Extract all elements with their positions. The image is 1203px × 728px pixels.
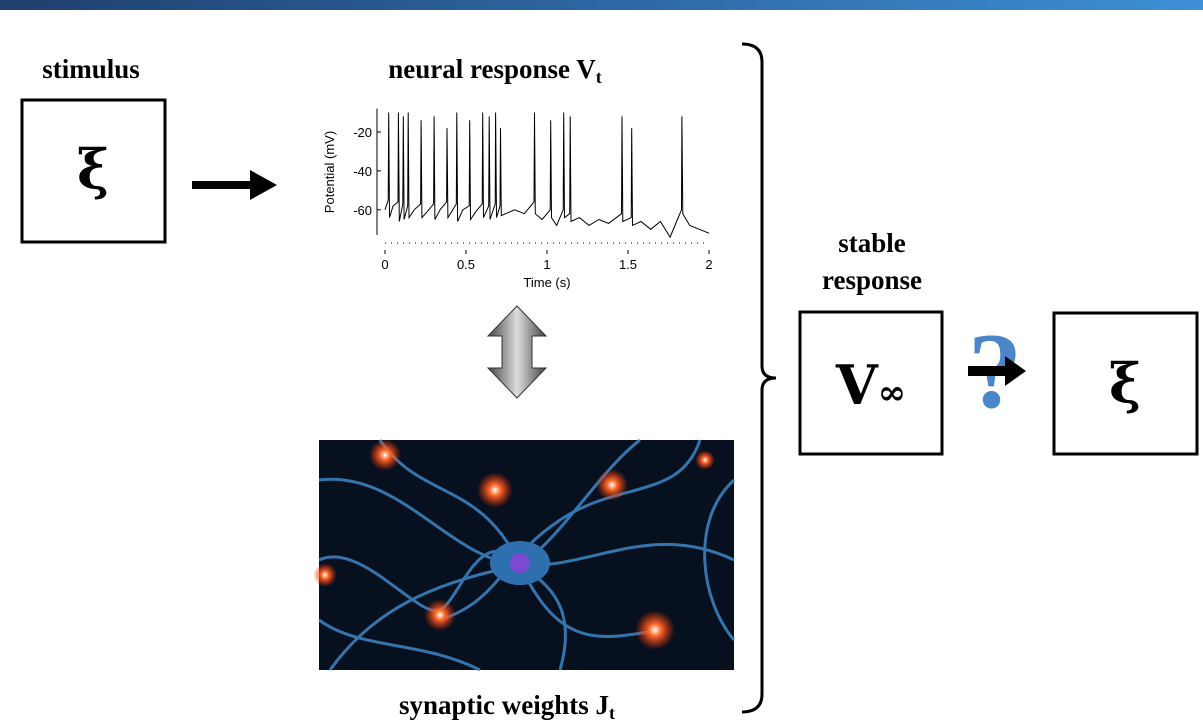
x-tick-label: 1: [543, 257, 550, 272]
subscript: t: [609, 703, 615, 723]
y-tick-label: -60: [353, 203, 372, 218]
label-text: synaptic weights J: [399, 690, 609, 720]
subscript: ∞: [878, 373, 906, 413]
x-tick-label: 0.5: [457, 257, 475, 272]
bracket: [741, 42, 777, 714]
voltage-trace: [384, 112, 710, 239]
x-tick-label: 0: [381, 257, 388, 272]
y-axis-label: Potential (mV): [322, 131, 337, 213]
symbol: V: [835, 353, 879, 417]
stable-response-symbol: V∞: [835, 353, 906, 417]
x-tick-label: 2: [705, 257, 712, 272]
synaptic-weights-label: synaptic weights Jt: [399, 690, 615, 723]
voltage-chart: -20 -40 -60 0 0.5 1 1.5 2 Time (s) Potential (mV): [322, 108, 713, 290]
x-tick-label: 1.5: [619, 257, 637, 272]
stimulus-label: stimulus: [42, 54, 140, 84]
top-bar: [0, 0, 1203, 10]
label-text: neural response V: [388, 54, 596, 84]
neural-response-label: neural response Vt: [388, 54, 602, 87]
double-arrow: [486, 305, 548, 399]
stable-label: stable: [838, 228, 906, 258]
subscript: t: [596, 67, 602, 87]
arrow: [968, 356, 1026, 386]
y-tick-label: -20: [353, 125, 372, 140]
x-axis-label: Time (s): [523, 275, 570, 290]
y-tick-label: -40: [353, 164, 372, 179]
arrow: [192, 170, 277, 200]
output-symbol: ξ: [1109, 351, 1141, 415]
response-label: response: [822, 265, 922, 295]
stimulus-symbol: ξ: [77, 137, 109, 201]
stimulus-box: [20, 98, 167, 244]
output-box: [1052, 311, 1199, 456]
stable-response-box: [798, 310, 944, 456]
neuron-image: [313, 438, 736, 672]
